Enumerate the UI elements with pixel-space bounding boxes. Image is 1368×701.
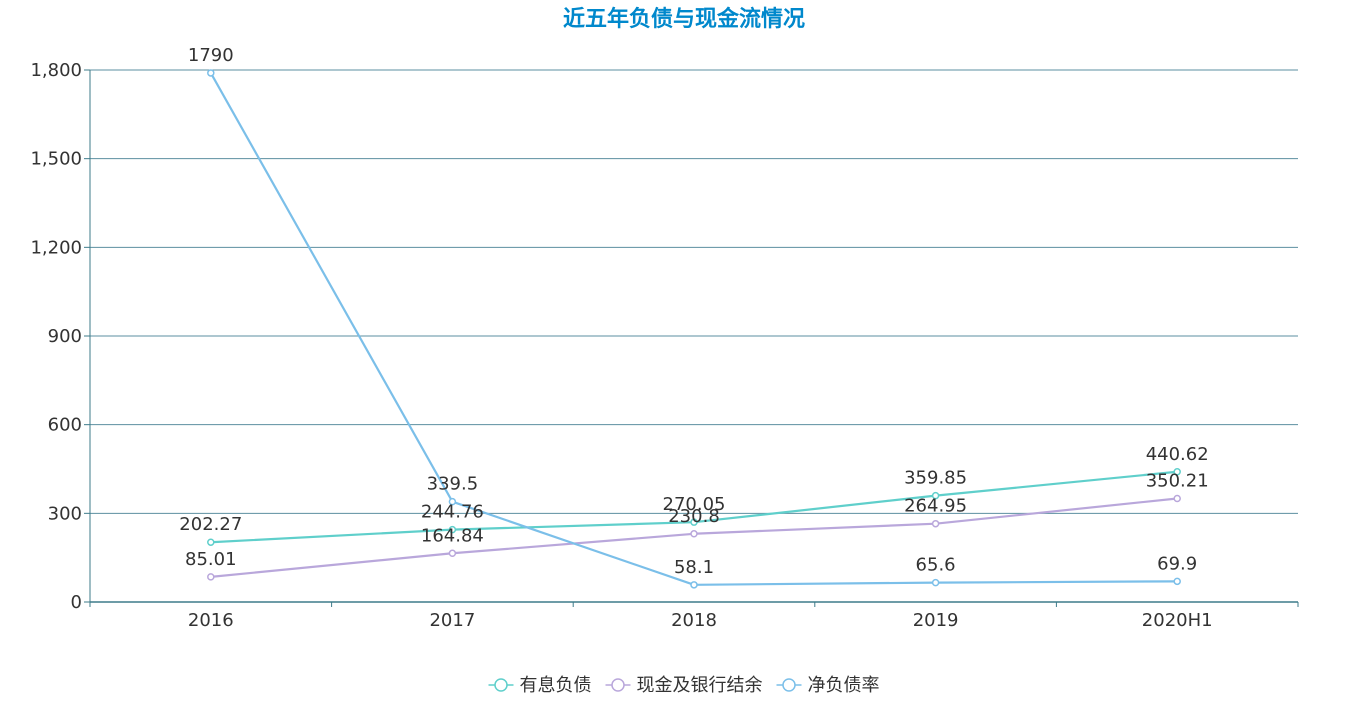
x-tick-label: 2017 (429, 610, 475, 631)
y-tick-label: 1,800 (30, 60, 82, 81)
data-point[interactable] (448, 549, 457, 558)
data-point[interactable] (1173, 468, 1181, 476)
x-tick-label: 2020H1 (1142, 610, 1213, 631)
data-point[interactable] (931, 519, 940, 528)
y-tick-label: 300 (48, 503, 82, 524)
chart-title: 近五年负债与现金流情况 (563, 6, 805, 32)
data-point[interactable] (931, 491, 940, 500)
data-label: 339.5 (427, 474, 479, 495)
data-point[interactable] (207, 69, 215, 77)
data-point[interactable] (448, 525, 457, 534)
axes: 0 300 600 900 1,200 1,500 1,800 2016 2017 2018 201… (30, 60, 1299, 631)
y-tick-label: 1,500 (30, 149, 82, 170)
x-tick-label: 2016 (188, 610, 234, 631)
series-2 (207, 494, 1181, 581)
data-point[interactable] (690, 581, 698, 589)
legend-circle-icon (782, 678, 796, 692)
data-labels: 202.27 244.76 270.05 359.85 440.62 85.01 164.8… (179, 45, 1208, 578)
legend-circle-icon (494, 678, 508, 692)
legend-item-2[interactable]: 现金及银行结余 (605, 675, 763, 696)
legend-label: 有息负债 (520, 675, 592, 696)
legend-item-1[interactable]: 有息负债 (488, 675, 592, 696)
data-point[interactable] (931, 578, 940, 587)
data-label: 350.21 (1146, 470, 1209, 491)
data-label: 1790 (188, 45, 234, 66)
legend-label: 现金及银行结余 (637, 675, 763, 696)
x-tick-label: 2019 (913, 610, 959, 631)
legend-circle-icon (611, 678, 625, 692)
series-layer (207, 69, 1181, 589)
data-label: 270.05 (663, 494, 726, 515)
data-label: 230.8 (668, 506, 720, 527)
y-tick-label: 0 (71, 592, 82, 613)
data-label: 359.85 (904, 468, 967, 489)
data-point[interactable] (690, 518, 698, 526)
grid-lines (90, 69, 1298, 514)
legend-label: 净负债率 (808, 675, 880, 696)
data-point[interactable] (1173, 577, 1181, 586)
series-3 (207, 69, 1181, 589)
data-label: 69.9 (1157, 553, 1197, 574)
data-label: 85.01 (185, 549, 237, 570)
legend[interactable]: 有息负债 现金及银行结余 净负债率 (488, 675, 880, 696)
data-label: 164.84 (421, 525, 484, 546)
data-point[interactable] (448, 497, 457, 506)
y-tick-label: 1,200 (30, 237, 82, 258)
x-tick-label: 2018 (671, 610, 717, 631)
legend-item-3[interactable]: 净负债率 (776, 675, 880, 696)
y-tick-label: 900 (48, 326, 82, 347)
data-point[interactable] (690, 530, 698, 538)
data-label: 65.6 (916, 555, 956, 576)
y-tick-label: 600 (48, 415, 82, 436)
data-label: 440.62 (1146, 444, 1209, 465)
data-point[interactable] (207, 573, 215, 581)
series-1 (207, 468, 1181, 546)
data-point[interactable] (207, 538, 215, 546)
data-label: 244.76 (421, 502, 484, 523)
data-point[interactable] (1173, 494, 1181, 503)
data-label: 202.27 (179, 514, 242, 535)
data-label: 58.1 (674, 557, 714, 578)
data-label: 264.95 (904, 496, 967, 517)
